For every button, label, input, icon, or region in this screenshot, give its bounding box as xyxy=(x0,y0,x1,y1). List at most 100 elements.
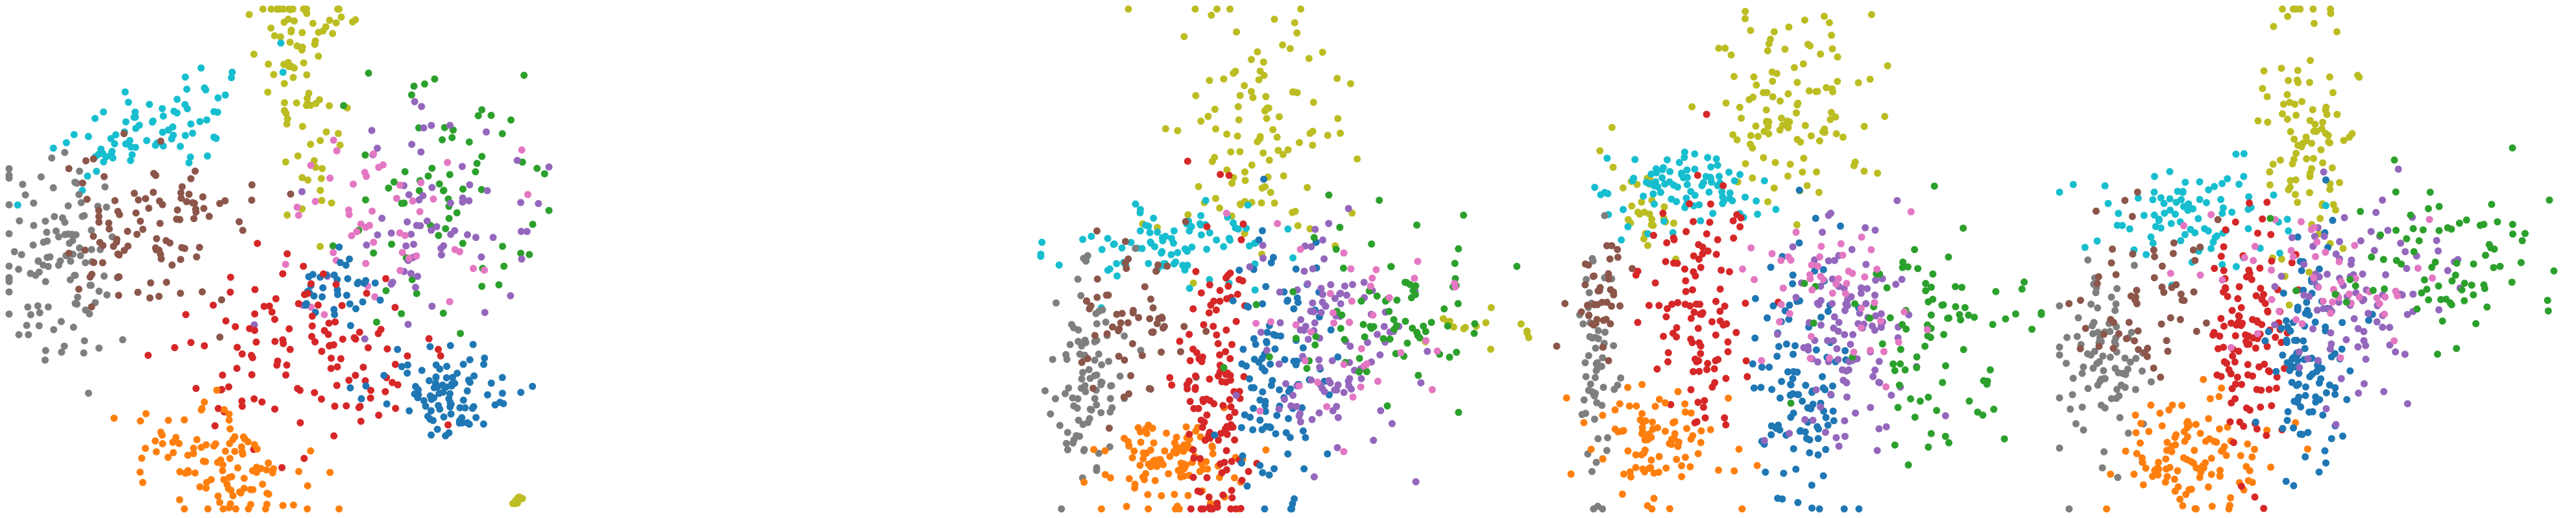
scatter-point xyxy=(2063,334,2071,341)
scatter-point xyxy=(421,80,428,88)
scatter-point xyxy=(2268,402,2275,410)
scatter-point xyxy=(2397,240,2404,247)
scatter-point xyxy=(1760,89,1767,96)
scatter-point xyxy=(158,255,165,262)
scatter-point xyxy=(2284,417,2291,424)
scatter-point xyxy=(90,259,97,266)
scatter-point xyxy=(85,389,92,397)
scatter-point xyxy=(406,191,413,199)
scatter-point xyxy=(1670,219,1677,227)
scatter-point xyxy=(1601,212,1609,219)
scatter-point xyxy=(2158,321,2165,328)
scatter-point xyxy=(382,287,389,294)
scatter-point xyxy=(1056,262,1063,269)
scatter-point xyxy=(1725,338,1732,345)
scatter-point xyxy=(1768,386,1775,393)
scatter-point xyxy=(32,272,39,279)
scatter-point xyxy=(1675,388,1682,395)
scatter-point xyxy=(448,410,455,417)
scatter-point xyxy=(2296,349,2303,356)
scatter-point xyxy=(101,273,108,280)
scatter-point xyxy=(1213,236,1220,243)
scatter-point xyxy=(1261,107,1269,114)
scatter-point xyxy=(1052,299,1060,306)
scatter-point xyxy=(2222,227,2230,234)
scatter-point xyxy=(1385,308,1392,315)
scatter-point xyxy=(2227,418,2234,425)
scatter-point xyxy=(1174,249,1181,256)
scatter-point xyxy=(1912,413,1919,421)
scatter-point xyxy=(1830,417,1838,425)
scatter-point xyxy=(2254,230,2261,237)
scatter-point xyxy=(1607,320,1614,327)
scatter-point xyxy=(1206,229,1213,236)
scatter-point xyxy=(182,132,189,139)
scatter-point xyxy=(1942,433,1949,440)
scatter-point xyxy=(222,448,229,455)
scatter-point xyxy=(454,209,461,216)
scatter-point xyxy=(121,88,128,95)
scatter-point xyxy=(1659,166,1666,173)
scatter-point xyxy=(1808,333,1815,340)
scatter-point xyxy=(1659,174,1666,181)
scatter-point xyxy=(1217,287,1224,294)
scatter-point xyxy=(88,227,95,234)
scatter-point xyxy=(1158,249,1165,256)
scatter-point xyxy=(1311,341,1318,349)
scatter-point xyxy=(1775,422,1782,429)
scatter-point xyxy=(1316,364,1323,371)
scatter-point xyxy=(61,343,68,350)
scatter-point xyxy=(221,476,228,483)
scatter-point xyxy=(18,251,25,258)
scatter-point xyxy=(1690,218,1697,225)
scatter-point xyxy=(1738,506,1745,513)
scatter-point xyxy=(190,445,197,452)
scatter-point xyxy=(2245,193,2252,201)
scatter-point xyxy=(1598,402,1605,409)
scatter-point xyxy=(1300,427,1307,434)
scatter-point xyxy=(279,270,286,277)
scatter-point xyxy=(448,134,456,142)
scatter-point xyxy=(1124,319,1132,327)
scatter-point xyxy=(514,157,521,164)
scatter-point xyxy=(2425,205,2432,212)
scatter-point xyxy=(1928,312,1935,319)
scatter-point xyxy=(1145,422,1152,429)
scatter-point xyxy=(1747,132,1755,139)
scatter-point xyxy=(1867,76,1874,83)
scatter-point xyxy=(317,187,324,194)
scatter-point xyxy=(1420,323,1427,330)
scatter-point xyxy=(1113,273,1121,280)
scatter-point xyxy=(282,158,289,166)
scatter-point xyxy=(1774,330,1781,338)
scatter-point xyxy=(178,183,186,190)
scatter-point xyxy=(1256,397,1263,404)
scatter-point xyxy=(326,102,333,109)
scatter-point xyxy=(1223,466,1230,473)
scatter-point xyxy=(1682,277,1689,284)
scatter-point xyxy=(1393,297,1400,304)
scatter-point xyxy=(2306,189,2313,196)
scatter-point xyxy=(1646,302,1653,309)
scatter-point xyxy=(1590,273,1598,280)
scatter-point xyxy=(1078,343,1086,350)
scatter-point xyxy=(2056,189,2063,196)
scatter-point xyxy=(2220,323,2228,330)
scatter-point xyxy=(218,296,225,303)
scatter-point xyxy=(2357,238,2364,245)
scatter-point xyxy=(1256,408,1263,415)
scatter-point xyxy=(1662,428,1669,435)
scatter-point xyxy=(2380,388,2387,395)
scatter-point xyxy=(1357,384,1365,391)
scatter-point xyxy=(1487,346,1494,353)
scatter-point xyxy=(90,155,97,162)
scatter-point xyxy=(1424,348,1431,355)
scatter-point xyxy=(1248,162,1256,169)
scatter-point xyxy=(1300,344,1307,351)
scatter-point xyxy=(2381,311,2388,318)
scatter-point xyxy=(1289,288,1296,295)
scatter-point xyxy=(2148,378,2155,386)
scatter-point xyxy=(2323,405,2330,412)
scatter-point xyxy=(1749,93,1756,101)
scatter-point xyxy=(1678,462,1685,469)
